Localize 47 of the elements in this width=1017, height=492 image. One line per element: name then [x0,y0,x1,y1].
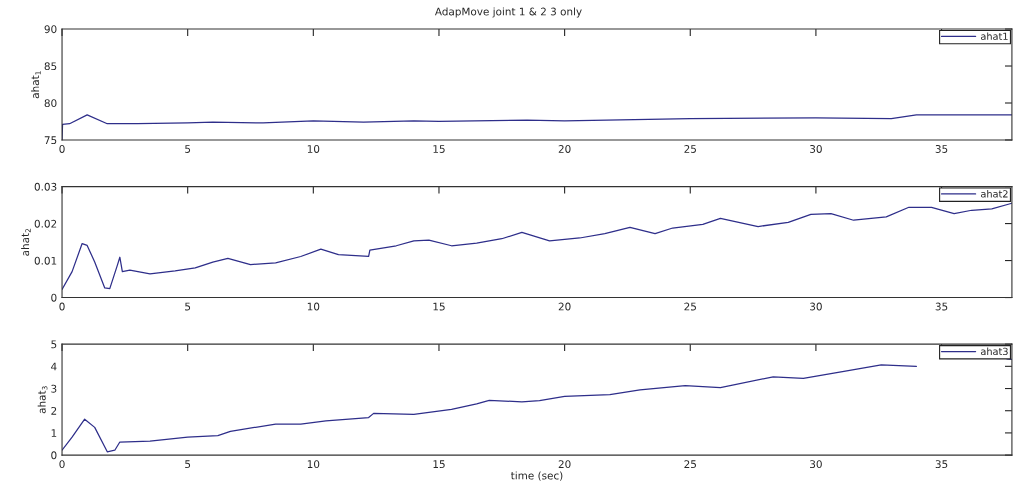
y-tick-label: 0 [51,293,57,302]
x-tick-label: 15 [433,145,445,153]
x-tick-label: 30 [810,145,822,153]
x-axis-title: time (sec) [510,471,563,481]
y-tick-label: 90 [44,25,57,34]
legend-label: ahat1 [981,32,1008,40]
x-tick-label: 15 [433,460,445,469]
x-tick-label: 20 [558,145,571,153]
chart-title: AdapMove joint 1 & 2 3 only [434,7,582,18]
y-tick-label: 85 [44,62,57,71]
y-tick-label: 75 [44,136,57,145]
x-tick-label: 25 [684,460,696,469]
x-tick-label: 35 [935,145,948,153]
y-tick-label: 1 [51,429,57,437]
x-tick-label: 20 [558,460,571,469]
y-tick-label: 0.02 [34,219,57,228]
x-tick-label: 5 [185,145,191,153]
y-tick-label: 4 [51,362,57,371]
y-axis-title: ahat$_{3}$ [37,386,48,414]
x-tick-label: 35 [935,460,948,469]
y-tick-label: 0.03 [34,182,57,191]
y-tick-label: 5 [51,340,57,349]
legend-label: ahat3 [981,347,1008,356]
line-series [62,202,1012,291]
y-tick-label: 0.01 [34,256,57,265]
x-tick-label: 0 [59,460,65,469]
y-tick-label: 80 [44,99,57,108]
x-tick-label: 35 [935,302,948,311]
x-tick-label: 20 [558,302,571,311]
x-tick-label: 5 [185,460,191,469]
x-tick-label: 15 [433,302,445,311]
y-tick-label: 3 [51,384,57,393]
x-tick-label: 30 [810,302,822,311]
x-tick-label: 5 [185,302,191,311]
y-tick-label: 2 [51,406,57,415]
y-axis-title: ahat$_{2}$ [21,228,31,256]
x-tick-label: 10 [307,460,320,469]
x-tick-label: 25 [684,302,696,311]
y-axis-title: ahat$_{1}$ [31,71,41,99]
y-tick-label: 0 [51,451,57,460]
legend-label: ahat2 [981,189,1008,198]
x-tick-label: 0 [59,302,65,311]
x-tick-label: 30 [810,460,822,469]
x-tick-label: 10 [307,145,320,153]
x-tick-label: 25 [684,145,696,153]
x-tick-label: 0 [59,145,65,153]
x-tick-label: 10 [307,302,320,311]
